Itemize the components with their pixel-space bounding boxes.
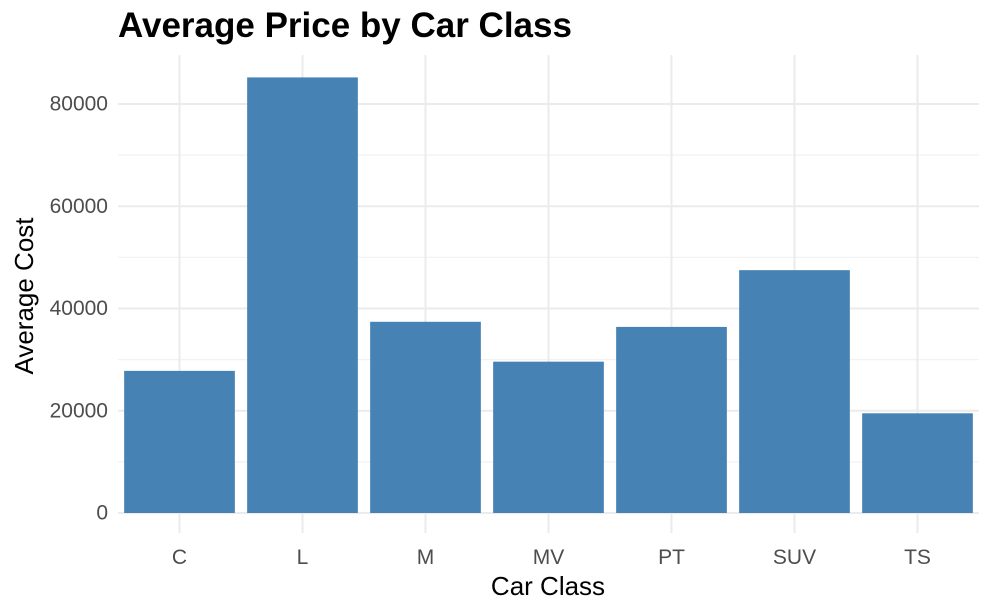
bar-mv: [493, 361, 604, 513]
bars: [124, 77, 973, 513]
bar-ts: [862, 413, 973, 513]
bar-pt: [616, 326, 727, 513]
bar-suv: [739, 270, 850, 513]
chart-title: Average Price by Car Class: [118, 6, 572, 45]
y-axis-title: Average Cost: [9, 217, 39, 375]
y-tick-label: 60000: [50, 195, 108, 218]
bar-c: [124, 370, 235, 513]
y-axis-ticks: 0 20000 40000 60000 80000: [50, 93, 108, 525]
x-tick-label: C: [172, 546, 187, 569]
x-axis-title: Car Class: [491, 571, 605, 601]
x-tick-label: PT: [658, 546, 685, 569]
y-tick-label: 0: [96, 502, 108, 525]
x-tick-label: M: [417, 546, 435, 569]
bar-l: [247, 77, 358, 513]
y-tick-label: 80000: [50, 93, 108, 116]
x-tick-label: SUV: [773, 546, 816, 569]
x-tick-label: TS: [904, 546, 931, 569]
x-tick-label: MV: [533, 546, 565, 569]
y-tick-label: 20000: [50, 399, 108, 422]
x-tick-label: L: [297, 546, 309, 569]
bar-m: [370, 321, 481, 513]
x-axis-ticks: C L M MV PT SUV TS: [172, 546, 931, 569]
y-tick-label: 40000: [50, 297, 108, 320]
